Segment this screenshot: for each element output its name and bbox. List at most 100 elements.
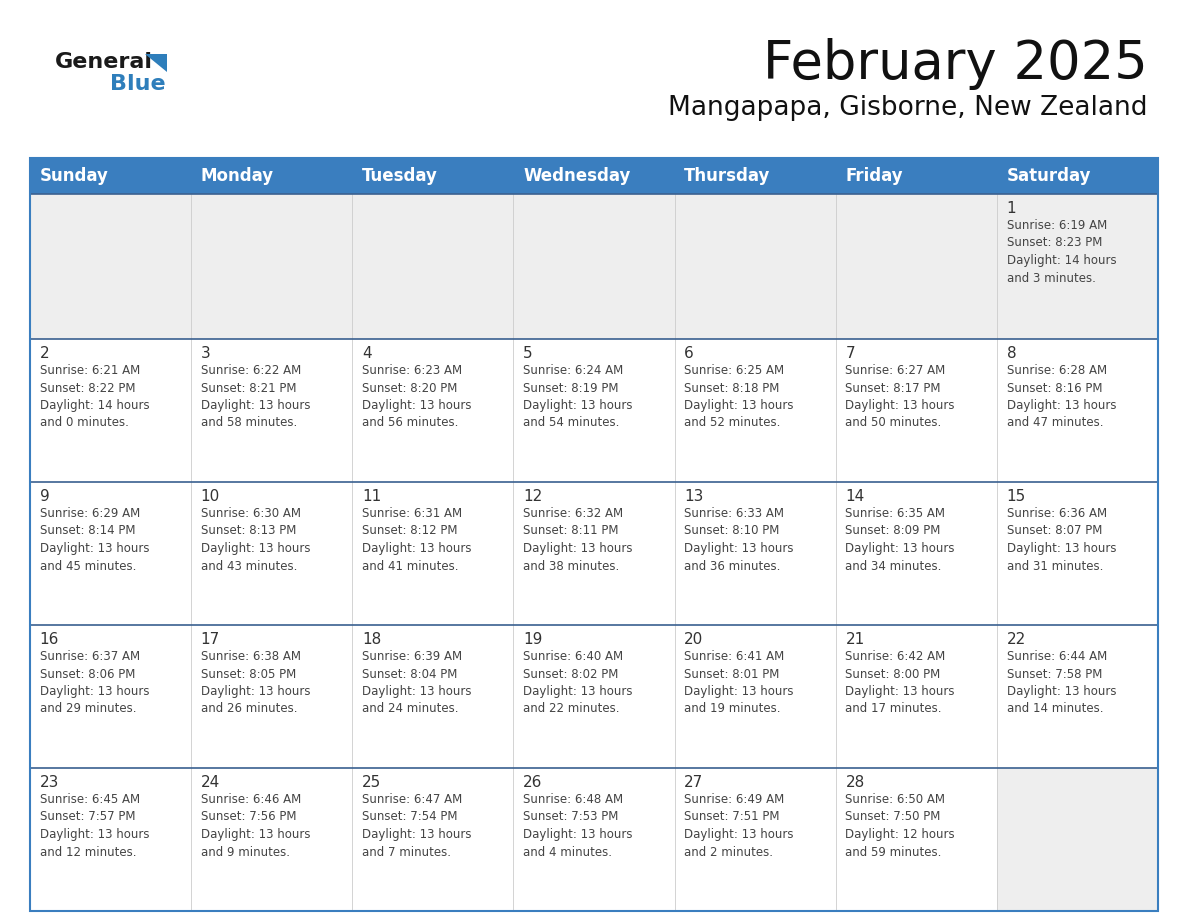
Text: Tuesday: Tuesday — [362, 167, 438, 185]
Bar — [30, 158, 191, 194]
Text: Monday: Monday — [201, 167, 274, 185]
Text: 6: 6 — [684, 346, 694, 361]
Bar — [353, 158, 513, 194]
Text: Sunrise: 6:47 AM
Sunset: 7:54 PM
Daylight: 13 hours
and 7 minutes.: Sunrise: 6:47 AM Sunset: 7:54 PM Dayligh… — [362, 793, 472, 858]
Text: Sunday: Sunday — [39, 167, 108, 185]
Text: Sunrise: 6:48 AM
Sunset: 7:53 PM
Daylight: 13 hours
and 4 minutes.: Sunrise: 6:48 AM Sunset: 7:53 PM Dayligh… — [523, 793, 632, 858]
Text: Sunrise: 6:45 AM
Sunset: 7:57 PM
Daylight: 13 hours
and 12 minutes.: Sunrise: 6:45 AM Sunset: 7:57 PM Dayligh… — [39, 793, 150, 858]
Text: 23: 23 — [39, 775, 59, 790]
Text: Sunrise: 6:44 AM
Sunset: 7:58 PM
Daylight: 13 hours
and 14 minutes.: Sunrise: 6:44 AM Sunset: 7:58 PM Dayligh… — [1006, 650, 1116, 715]
Text: Sunrise: 6:37 AM
Sunset: 8:06 PM
Daylight: 13 hours
and 29 minutes.: Sunrise: 6:37 AM Sunset: 8:06 PM Dayligh… — [39, 650, 150, 715]
Text: 11: 11 — [362, 489, 381, 504]
Bar — [835, 158, 997, 194]
Bar — [675, 482, 835, 625]
Bar — [997, 625, 1158, 768]
Bar — [997, 768, 1158, 911]
Text: Sunrise: 6:46 AM
Sunset: 7:56 PM
Daylight: 13 hours
and 9 minutes.: Sunrise: 6:46 AM Sunset: 7:56 PM Dayligh… — [201, 793, 310, 858]
Text: 25: 25 — [362, 775, 381, 790]
Bar — [30, 482, 191, 625]
Text: Sunrise: 6:28 AM
Sunset: 8:16 PM
Daylight: 13 hours
and 47 minutes.: Sunrise: 6:28 AM Sunset: 8:16 PM Dayligh… — [1006, 364, 1116, 430]
Bar — [513, 194, 675, 339]
Text: February 2025: February 2025 — [763, 38, 1148, 90]
Text: 17: 17 — [201, 632, 220, 647]
Text: Sunrise: 6:49 AM
Sunset: 7:51 PM
Daylight: 13 hours
and 2 minutes.: Sunrise: 6:49 AM Sunset: 7:51 PM Dayligh… — [684, 793, 794, 858]
Bar — [675, 339, 835, 482]
Text: 14: 14 — [846, 489, 865, 504]
Text: General: General — [55, 52, 153, 72]
Text: 24: 24 — [201, 775, 220, 790]
Text: 2: 2 — [39, 346, 49, 361]
Text: Sunrise: 6:42 AM
Sunset: 8:00 PM
Daylight: 13 hours
and 17 minutes.: Sunrise: 6:42 AM Sunset: 8:00 PM Dayligh… — [846, 650, 955, 715]
Text: Sunrise: 6:36 AM
Sunset: 8:07 PM
Daylight: 13 hours
and 31 minutes.: Sunrise: 6:36 AM Sunset: 8:07 PM Dayligh… — [1006, 507, 1116, 573]
Text: Sunrise: 6:19 AM
Sunset: 8:23 PM
Daylight: 14 hours
and 3 minutes.: Sunrise: 6:19 AM Sunset: 8:23 PM Dayligh… — [1006, 219, 1117, 285]
Text: 20: 20 — [684, 632, 703, 647]
Text: Sunrise: 6:39 AM
Sunset: 8:04 PM
Daylight: 13 hours
and 24 minutes.: Sunrise: 6:39 AM Sunset: 8:04 PM Dayligh… — [362, 650, 472, 715]
Text: 18: 18 — [362, 632, 381, 647]
Bar — [835, 482, 997, 625]
Text: Sunrise: 6:21 AM
Sunset: 8:22 PM
Daylight: 14 hours
and 0 minutes.: Sunrise: 6:21 AM Sunset: 8:22 PM Dayligh… — [39, 364, 150, 430]
Text: 4: 4 — [362, 346, 372, 361]
Bar — [835, 339, 997, 482]
Text: Thursday: Thursday — [684, 167, 771, 185]
Bar — [191, 158, 353, 194]
Text: 13: 13 — [684, 489, 703, 504]
Bar — [513, 768, 675, 911]
Text: 7: 7 — [846, 346, 855, 361]
Bar — [30, 194, 191, 339]
Bar — [513, 158, 675, 194]
Bar — [835, 768, 997, 911]
Text: Mangapapa, Gisborne, New Zealand: Mangapapa, Gisborne, New Zealand — [669, 95, 1148, 121]
Text: Sunrise: 6:35 AM
Sunset: 8:09 PM
Daylight: 13 hours
and 34 minutes.: Sunrise: 6:35 AM Sunset: 8:09 PM Dayligh… — [846, 507, 955, 573]
Bar — [30, 768, 191, 911]
Text: Sunrise: 6:40 AM
Sunset: 8:02 PM
Daylight: 13 hours
and 22 minutes.: Sunrise: 6:40 AM Sunset: 8:02 PM Dayligh… — [523, 650, 632, 715]
Text: Sunrise: 6:22 AM
Sunset: 8:21 PM
Daylight: 13 hours
and 58 minutes.: Sunrise: 6:22 AM Sunset: 8:21 PM Dayligh… — [201, 364, 310, 430]
Text: Sunrise: 6:30 AM
Sunset: 8:13 PM
Daylight: 13 hours
and 43 minutes.: Sunrise: 6:30 AM Sunset: 8:13 PM Dayligh… — [201, 507, 310, 573]
Bar — [191, 339, 353, 482]
Bar — [675, 158, 835, 194]
Text: 16: 16 — [39, 632, 59, 647]
Text: Sunrise: 6:31 AM
Sunset: 8:12 PM
Daylight: 13 hours
and 41 minutes.: Sunrise: 6:31 AM Sunset: 8:12 PM Dayligh… — [362, 507, 472, 573]
Bar — [30, 158, 1158, 911]
Text: Sunrise: 6:23 AM
Sunset: 8:20 PM
Daylight: 13 hours
and 56 minutes.: Sunrise: 6:23 AM Sunset: 8:20 PM Dayligh… — [362, 364, 472, 430]
Bar — [353, 194, 513, 339]
Bar — [353, 625, 513, 768]
Bar — [997, 158, 1158, 194]
Bar — [997, 482, 1158, 625]
Bar — [675, 625, 835, 768]
Bar — [353, 768, 513, 911]
Text: Sunrise: 6:25 AM
Sunset: 8:18 PM
Daylight: 13 hours
and 52 minutes.: Sunrise: 6:25 AM Sunset: 8:18 PM Dayligh… — [684, 364, 794, 430]
Bar — [997, 194, 1158, 339]
Bar — [675, 194, 835, 339]
Text: 5: 5 — [523, 346, 532, 361]
Text: 28: 28 — [846, 775, 865, 790]
Bar — [675, 768, 835, 911]
Text: Sunrise: 6:33 AM
Sunset: 8:10 PM
Daylight: 13 hours
and 36 minutes.: Sunrise: 6:33 AM Sunset: 8:10 PM Dayligh… — [684, 507, 794, 573]
Text: 1: 1 — [1006, 201, 1016, 216]
Bar — [191, 625, 353, 768]
Bar — [30, 339, 191, 482]
Bar — [513, 339, 675, 482]
Bar — [513, 625, 675, 768]
Text: 22: 22 — [1006, 632, 1025, 647]
Text: 12: 12 — [523, 489, 543, 504]
Bar — [353, 339, 513, 482]
Bar — [191, 194, 353, 339]
Polygon shape — [145, 54, 168, 72]
Bar — [191, 768, 353, 911]
Text: Sunrise: 6:24 AM
Sunset: 8:19 PM
Daylight: 13 hours
and 54 minutes.: Sunrise: 6:24 AM Sunset: 8:19 PM Dayligh… — [523, 364, 632, 430]
Text: 3: 3 — [201, 346, 210, 361]
Bar — [191, 482, 353, 625]
Text: 8: 8 — [1006, 346, 1016, 361]
Text: Friday: Friday — [846, 167, 903, 185]
Bar — [513, 482, 675, 625]
Text: Sunrise: 6:50 AM
Sunset: 7:50 PM
Daylight: 12 hours
and 59 minutes.: Sunrise: 6:50 AM Sunset: 7:50 PM Dayligh… — [846, 793, 955, 858]
Text: Wednesday: Wednesday — [523, 167, 631, 185]
Text: Sunrise: 6:41 AM
Sunset: 8:01 PM
Daylight: 13 hours
and 19 minutes.: Sunrise: 6:41 AM Sunset: 8:01 PM Dayligh… — [684, 650, 794, 715]
Text: 27: 27 — [684, 775, 703, 790]
Bar — [997, 339, 1158, 482]
Text: Saturday: Saturday — [1006, 167, 1091, 185]
Text: Sunrise: 6:27 AM
Sunset: 8:17 PM
Daylight: 13 hours
and 50 minutes.: Sunrise: 6:27 AM Sunset: 8:17 PM Dayligh… — [846, 364, 955, 430]
Text: 19: 19 — [523, 632, 543, 647]
Text: 9: 9 — [39, 489, 50, 504]
Text: Blue: Blue — [110, 74, 165, 94]
